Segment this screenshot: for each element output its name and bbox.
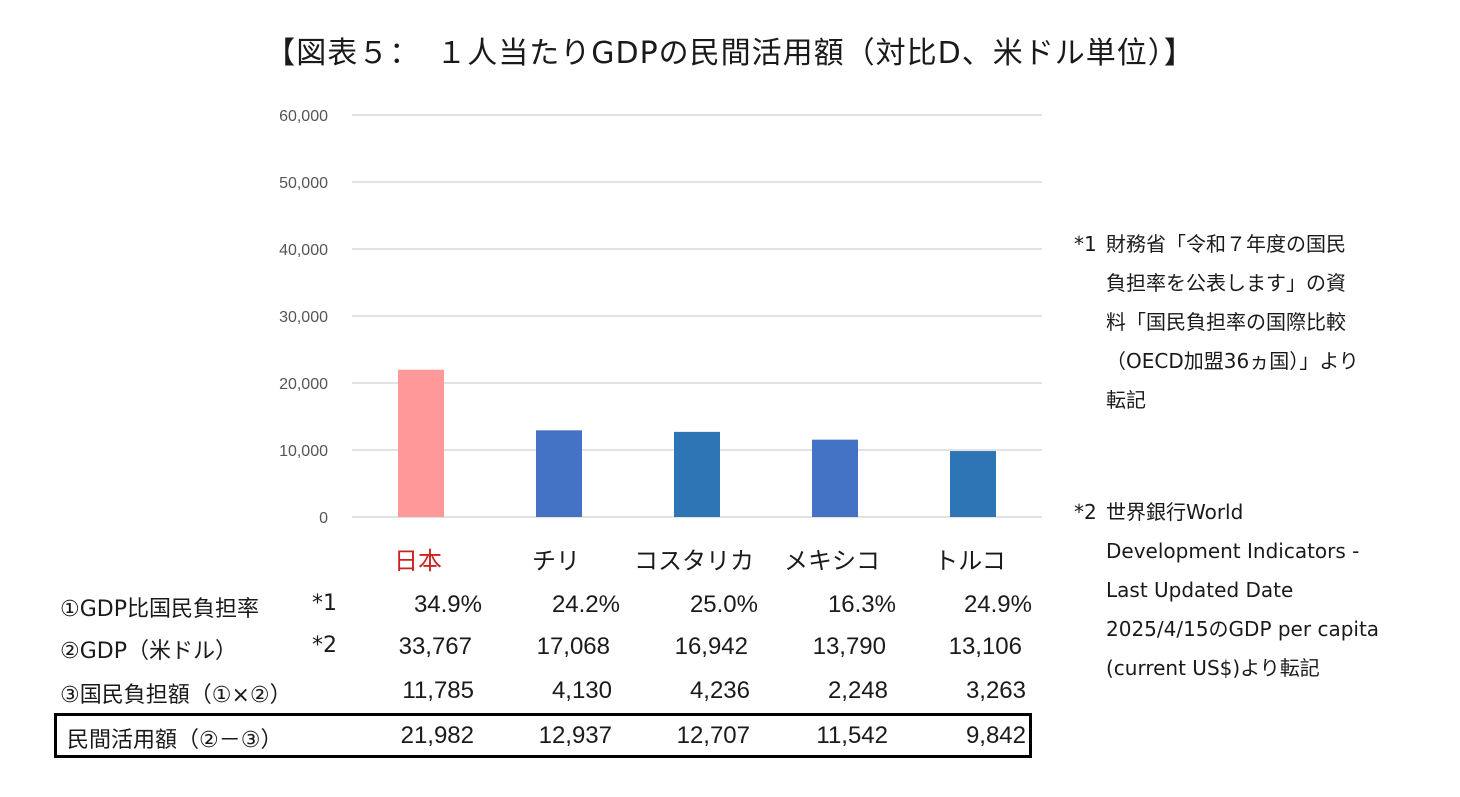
table-row: ③国民負担額（①×②） 11,785 4,130 4,236 2,248 3,2…	[0, 677, 1460, 717]
x-category-label: 日本	[394, 547, 442, 575]
table-cell: 16,942	[674, 633, 748, 660]
footnote-mark: *1	[1074, 232, 1097, 256]
table-cell: 13,790	[812, 633, 886, 660]
table-cell: 2,248	[827, 677, 888, 704]
bar	[536, 430, 582, 517]
table-cell: 12,707	[676, 722, 750, 749]
table-cell: 17,068	[536, 633, 610, 660]
footnote-line: 料「国民負担率の国際比較	[1106, 310, 1346, 334]
y-tick-label: 40,000	[279, 242, 328, 259]
footnote-line: 負担率を公表します」の資	[1106, 271, 1346, 295]
table-cell: 3,263	[965, 677, 1026, 704]
y-tick-label: 10,000	[279, 443, 328, 460]
footnote-line: Last Updated Date	[1106, 578, 1294, 602]
y-tick-label: 0	[319, 510, 328, 527]
table-cell: 12,937	[538, 722, 612, 749]
table-row: ①GDP比国民負担率 *1 34.9% 24.2% 25.0% 16.3% 24…	[0, 591, 1460, 631]
table-cell: 21,982	[400, 722, 474, 749]
row-note: *2	[312, 633, 337, 658]
table-cell: 24.2%	[551, 591, 620, 618]
footnote-line: 世界銀行World	[1106, 500, 1244, 524]
table-cell: 33,767	[398, 633, 472, 660]
table-row: ②GDP（米ドル） *2 33,767 17,068 16,942 13,790…	[0, 633, 1460, 673]
footnote-line: （OECD加盟36ヵ国）」より	[1106, 349, 1359, 373]
chart-title: 【図表５： １人当たりGDPの民間活用額（対比D、米ドル単位）】	[265, 36, 1195, 71]
table-cell: 4,130	[551, 677, 612, 704]
bar	[812, 439, 858, 517]
table-cell: 16.3%	[827, 591, 896, 618]
row-label: ③国民負担額（①×②）	[60, 683, 292, 708]
row-label: 民間活用額（②－③）	[60, 728, 283, 753]
table-cell: 11,542	[816, 722, 888, 749]
table-cell: 4,236	[689, 677, 750, 704]
bar	[950, 451, 996, 517]
footnote-line: Development Indicators -	[1106, 539, 1360, 563]
bar	[398, 369, 444, 517]
bars	[398, 369, 996, 517]
bar	[674, 431, 720, 517]
x-category-label: メキシコ	[784, 547, 880, 575]
footnote-line: 2025/4/15のGDP per capita	[1106, 617, 1380, 641]
table-row: 民間活用額（②－③） 21,982 12,937 12,707 11,542 9…	[0, 722, 1460, 762]
x-category-label: コスタリカ	[634, 547, 754, 575]
table-cell: 11,785	[402, 677, 474, 704]
footnote-line: 財務省「令和７年度の国民	[1106, 232, 1346, 256]
x-category-label: トルコ	[934, 547, 1006, 575]
y-tick-label: 50,000	[279, 175, 328, 192]
y-tick-label: 30,000	[279, 309, 328, 326]
table-cell: 13,106	[948, 633, 1022, 660]
table-cell: 25.0%	[689, 591, 758, 618]
footnote-mark: *2	[1074, 500, 1097, 524]
row-label: ①GDP比国民負担率	[60, 597, 259, 622]
row-note: *1	[312, 591, 337, 616]
footnote-line: 転記	[1106, 388, 1146, 412]
table-cell: 24.9%	[963, 591, 1032, 618]
row-label: ②GDP（米ドル）	[60, 639, 237, 664]
y-tick-label: 60,000	[279, 108, 328, 125]
y-axis-ticks: 60,000 50,000 40,000 30,000 20,000 10,000 0	[279, 108, 328, 527]
footnote-2: *2 世界銀行World Development Indicators - La…	[1074, 493, 1454, 693]
x-category-label: チリ	[532, 547, 580, 575]
y-tick-label: 20,000	[279, 376, 328, 393]
footnote-1: *1 財務省「令和７年度の国民 負担率を公表します」の資 料「国民負担率の国際比…	[1074, 225, 1454, 425]
table-cell: 34.9%	[413, 591, 482, 618]
highlight-box	[54, 713, 1032, 758]
footnote-line: (current US$)より転記	[1106, 656, 1320, 680]
table-cell: 9,842	[965, 722, 1026, 749]
